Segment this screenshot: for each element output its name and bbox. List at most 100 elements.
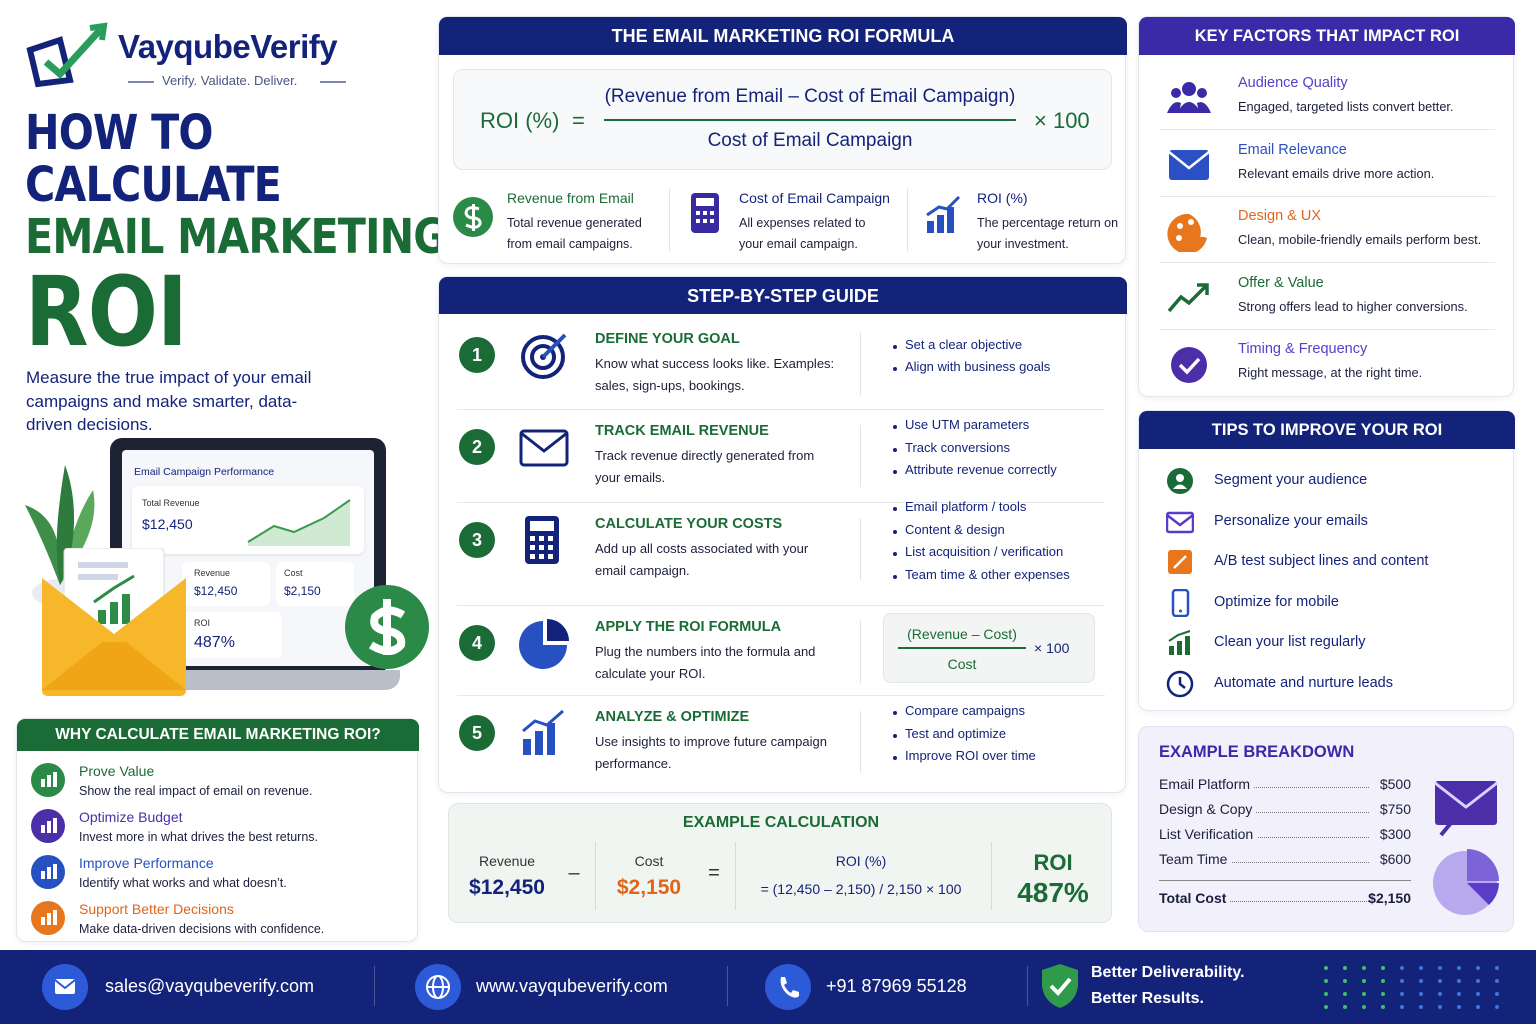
divider (1159, 880, 1411, 881)
dashboard-title: Email Campaign Performance (134, 466, 275, 478)
step-text: Plug the numbers into the formula and ca… (595, 644, 816, 681)
divider (669, 189, 670, 251)
tip-text: Clean your list regularly (1214, 634, 1366, 651)
factor-title: Email Relevance (1238, 141, 1347, 158)
card: Revenue $12,450 (182, 562, 270, 606)
step-title: CALCULATE YOUR COSTS (595, 516, 783, 532)
hero-title-line: ROI (25, 256, 188, 368)
step-icon (522, 709, 564, 755)
operator: = (708, 862, 720, 884)
divider (991, 842, 992, 910)
divider (735, 842, 736, 910)
brand-tagline: Verify. Validate. Deliver. (162, 73, 298, 88)
why-panel: WHY CALCULATE EMAIL MARKETING ROI? Prove … (16, 718, 419, 942)
breakdown-value: $300 (1379, 826, 1411, 842)
step-bullet: Set a clear objective (905, 336, 1023, 352)
factor-text: Right message, at the right time. (1238, 365, 1423, 380)
tip-icon (1168, 630, 1191, 656)
breakdown-panel: EXAMPLE BREAKDOWN Email Platform $500 Desig… (1138, 726, 1514, 932)
email-icon (42, 964, 88, 1010)
step-title: TRACK EMAIL REVENUE (595, 423, 769, 439)
step-title: DEFINE YOUR GOAL (595, 331, 740, 347)
step-text: Know what success looks like. Examples: … (595, 356, 835, 393)
envelope-illustration (1434, 781, 1498, 837)
factor-icon (1171, 347, 1207, 383)
result-value: 487% (1017, 877, 1089, 908)
step-bullet: Attribute revenue correctly (905, 462, 1057, 478)
operator: – (568, 862, 580, 884)
breakdown-value: $500 (1379, 776, 1411, 792)
factor-icon (1168, 149, 1210, 180)
divider (860, 518, 861, 580)
why-item-title: Support Better Decisions (79, 901, 234, 917)
divider (1027, 966, 1028, 1006)
step-bullet: Team time & other expenses (905, 566, 1070, 582)
dotted-leader (1159, 787, 1369, 788)
bullet-dot (893, 756, 897, 761)
breakdown-label: Team Time (1159, 851, 1232, 867)
breakdown-label: List Verification (1159, 826, 1258, 842)
illustration: Email Campaign Performance Total Revenue $… (0, 430, 430, 710)
value: $2,150 (616, 876, 682, 899)
total-value: $2,150 (1368, 890, 1411, 906)
tip-text: Automate and nurture leads (1214, 675, 1393, 691)
dotted-leader (1159, 812, 1369, 813)
row-divider (457, 605, 1105, 606)
bullet-dot (893, 574, 897, 579)
divider (1159, 195, 1495, 197)
row-divider (457, 409, 1105, 410)
factor-text: Clean, mobile-friendly emails perform be… (1238, 232, 1482, 247)
factor-title: Design & UX (1238, 208, 1322, 224)
step-bullet: Email platform / tools (905, 499, 1027, 514)
hero-title-line: CALCULATE (25, 157, 282, 213)
bullet-dot (893, 552, 897, 556)
term-title: ROI (%) (977, 190, 1028, 206)
tips-panel: TIPS TO IMPROVE YOUR ROI Segment your aud… (1138, 410, 1515, 711)
phone-icon (765, 964, 811, 1010)
term-icon (691, 193, 719, 233)
divider (1159, 262, 1495, 263)
footer: sales@vayqubeverify.com www.vayqubeverify… (0, 950, 1536, 1024)
term-icon (926, 195, 961, 233)
pie-illustration (1433, 849, 1499, 915)
shield-icon (1042, 964, 1078, 1008)
dot-pattern (1324, 966, 1499, 1009)
divider (860, 333, 861, 395)
formula-multiplier: × 100 (1034, 108, 1090, 133)
formula-title: THE EMAIL MARKETING ROI FORMULA (439, 17, 1127, 55)
tips-title: TIPS TO IMPROVE YOUR ROI (1139, 411, 1515, 449)
row-divider (457, 502, 1105, 503)
dotted-leader (1159, 901, 1369, 902)
bullet-dot (893, 733, 897, 738)
why-item-text: Make data-driven decisions with confiden… (79, 922, 325, 936)
why-item-title: Prove Value (79, 763, 155, 779)
footer-website: www.vayqubeverify.com (476, 976, 668, 996)
tip-icon (1171, 588, 1190, 617)
example-panel: EXAMPLE CALCULATION Revenue $12,450 – Cost $2… (448, 803, 1112, 923)
divider (907, 189, 908, 251)
why-icon (31, 901, 65, 935)
divider (374, 966, 375, 1006)
breakdown-value: $750 (1379, 801, 1411, 817)
hero-description: Measure the true impact of your email ca… (26, 368, 312, 434)
total-label: Total Cost (1159, 890, 1231, 906)
card: Cost $2,150 (276, 562, 354, 606)
step-number: 4 (459, 625, 495, 661)
tip-text: A/B test subject lines and content (1214, 553, 1429, 570)
row-divider (457, 695, 1105, 696)
tip-icon (1167, 468, 1193, 494)
divider (595, 842, 596, 910)
step-number: 2 (459, 429, 495, 465)
card: Total Revenue $12,450 (132, 486, 364, 554)
step-text: Track revenue directly generated from yo… (595, 448, 815, 485)
step-number: 1 (459, 337, 495, 373)
why-item-text: Identify what works and what doesn’t. (79, 876, 287, 890)
steps-title: STEP-BY-STEP GUIDE (439, 277, 1127, 314)
term-icon (453, 197, 493, 237)
tip-text: Segment your audience (1214, 472, 1368, 488)
formula-box: ROI (%) = (Revenue from Email – Cost of Em… (453, 69, 1112, 170)
breakdown-label: Design & Copy (1159, 801, 1257, 817)
value: 487% (194, 634, 235, 651)
divider (727, 966, 728, 1006)
